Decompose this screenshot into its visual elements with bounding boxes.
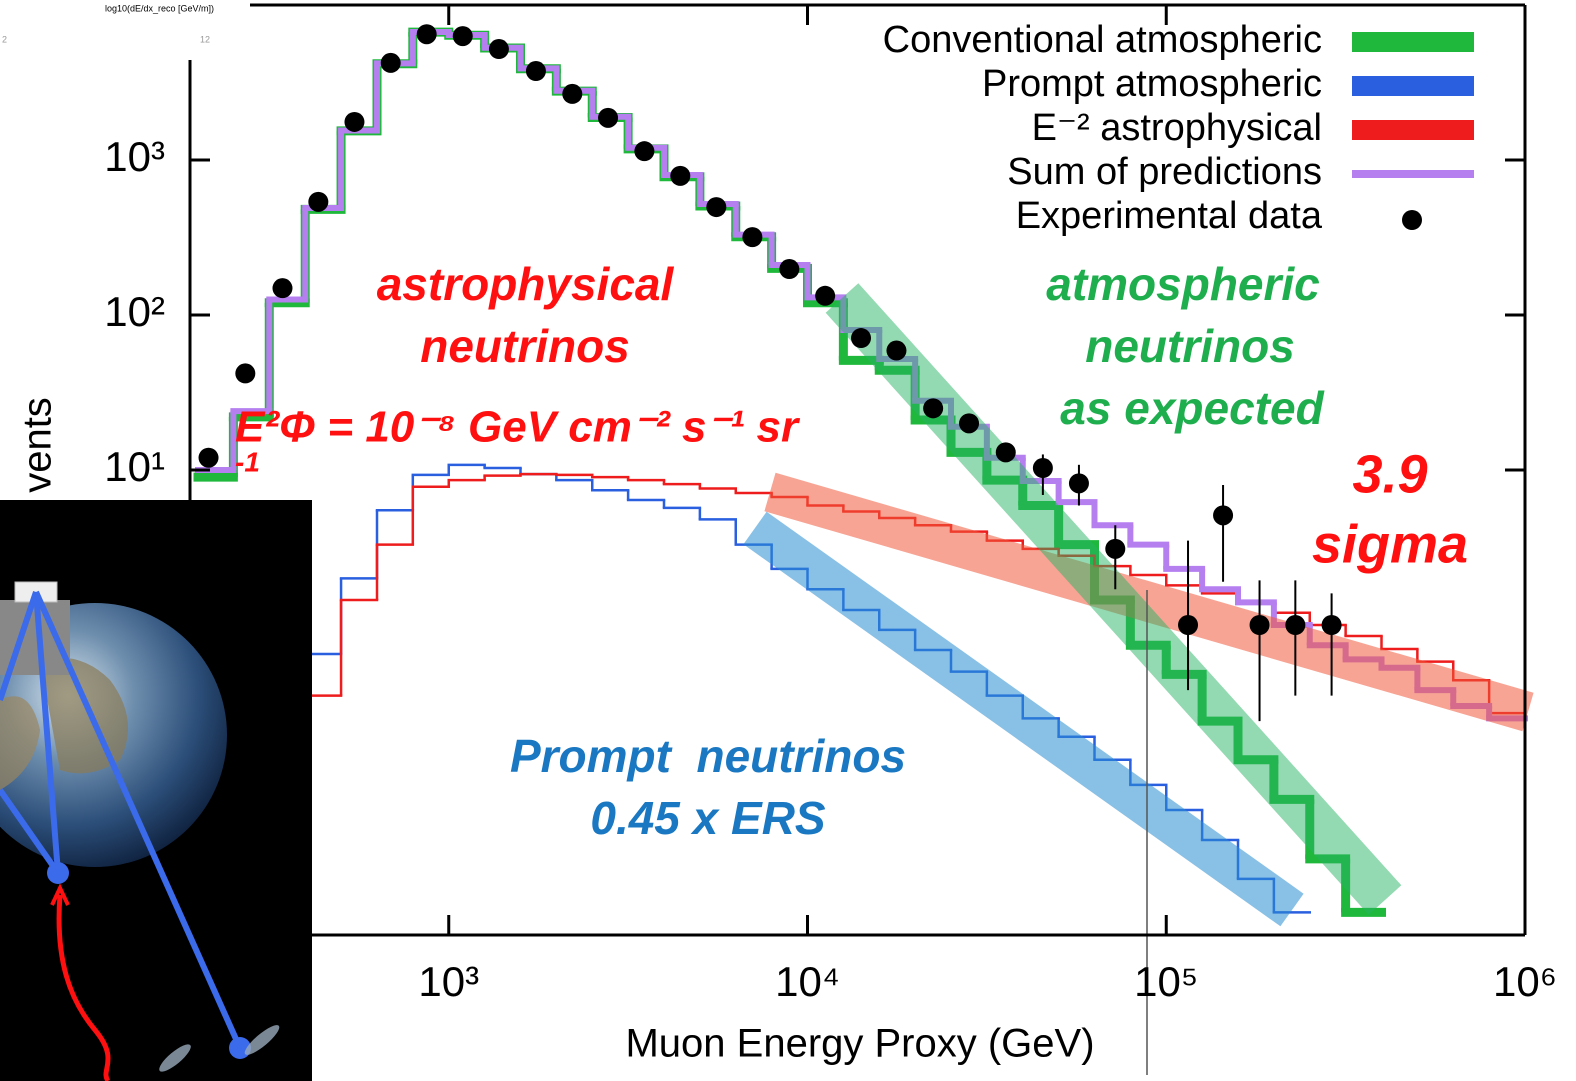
prompt-band — [743, 511, 1304, 927]
data-point — [995, 442, 1016, 463]
data-point — [1178, 615, 1199, 635]
y-tick-label: 10³ — [104, 133, 165, 180]
data-point — [1105, 538, 1126, 559]
note-left: 2 — [2, 34, 7, 44]
data-point — [235, 363, 256, 384]
data-point — [1321, 615, 1342, 635]
data-point — [634, 141, 655, 162]
x-tick-label: 10⁶ — [1493, 958, 1557, 1005]
annotation: 3.9 — [1352, 444, 1427, 504]
data-point — [562, 83, 583, 104]
annotation: 0.45 x ERS — [590, 792, 826, 844]
data-point — [815, 285, 836, 306]
data-point — [1032, 458, 1053, 479]
annotation: sigma — [1312, 514, 1468, 574]
legend-label: Prompt atmospheric — [982, 63, 1322, 105]
ray — [33, 591, 61, 874]
data-point — [1068, 473, 1089, 494]
data-point — [1285, 615, 1306, 635]
vertex — [47, 862, 69, 884]
x-tick-label: 10⁵ — [1134, 958, 1198, 1005]
legend-swatch — [1402, 210, 1422, 230]
y-tick-label: 10¹ — [104, 443, 165, 490]
axis-note: log10(dE/dx_reco [GeV/m]) — [105, 3, 214, 13]
data-point — [670, 165, 691, 186]
ray — [33, 590, 243, 1050]
note-right: 12 — [200, 34, 210, 44]
data-point — [706, 197, 727, 218]
x-tick-label: 10³ — [418, 958, 479, 1005]
data-point — [1213, 505, 1234, 526]
annotation: astrophysical — [377, 258, 675, 310]
y-axis-title: vents — [16, 397, 60, 493]
legend-label: E⁻² astrophysical — [1032, 107, 1322, 149]
data-point — [851, 328, 872, 349]
annotation: -1 — [235, 446, 260, 477]
ray — [0, 591, 39, 701]
galaxy — [244, 1025, 280, 1055]
data-point — [344, 111, 365, 132]
x-tick-label: 10⁴ — [775, 958, 840, 1005]
data-point — [525, 61, 546, 82]
data-point — [1249, 615, 1270, 635]
legend-swatch — [1352, 76, 1474, 96]
annotations: astrophysical neutrinos E²Φ = 10⁻⁸ GeV c… — [235, 258, 1468, 844]
data-point — [198, 447, 219, 468]
ray — [0, 788, 61, 875]
data-point — [272, 278, 293, 299]
atmo-band — [825, 283, 1402, 915]
x-axis-title: Muon Energy Proxy (GeV) — [625, 1022, 1094, 1066]
data-point — [779, 259, 800, 280]
data-point — [380, 52, 401, 73]
data-point — [923, 398, 944, 419]
inset-image — [0, 500, 312, 1081]
legend-swatch — [1352, 120, 1474, 140]
annotation: E²Φ = 10⁻⁸ GeV cm⁻² s⁻¹ sr — [235, 403, 801, 452]
legend-label: Sum of predictions — [1007, 151, 1322, 193]
astro-band — [764, 472, 1534, 732]
galaxy — [159, 1044, 191, 1072]
continent — [0, 696, 40, 790]
data-point — [742, 227, 763, 248]
arrow-head — [50, 883, 70, 906]
legend-label: Experimental data — [1016, 195, 1323, 237]
annotation: Prompt neutrinos — [510, 730, 906, 782]
data-point — [959, 413, 980, 434]
annotation: neutrinos — [420, 320, 630, 372]
axes: 10³ 10⁴ 10⁵ 10⁶ 10¹ 10² 10³ — [104, 5, 1557, 1005]
legend-swatch — [1352, 32, 1474, 52]
data-point — [488, 39, 509, 60]
data-point — [598, 107, 619, 128]
data-point — [452, 26, 473, 47]
annotation: atmospheric — [1046, 258, 1320, 310]
data-point — [416, 24, 437, 45]
muon-track — [56, 894, 111, 1081]
data-point — [308, 191, 329, 212]
annotation: neutrinos — [1085, 320, 1295, 372]
data-point — [886, 340, 907, 361]
annotation: as expected — [1060, 382, 1324, 434]
frame — [188, 3, 1527, 937]
y-tick-label: 10² — [104, 288, 165, 335]
data-points — [198, 24, 1342, 722]
bands — [743, 283, 1534, 927]
legend-label: Conventional atmospheric — [883, 19, 1322, 61]
legend-swatch — [1352, 170, 1474, 178]
